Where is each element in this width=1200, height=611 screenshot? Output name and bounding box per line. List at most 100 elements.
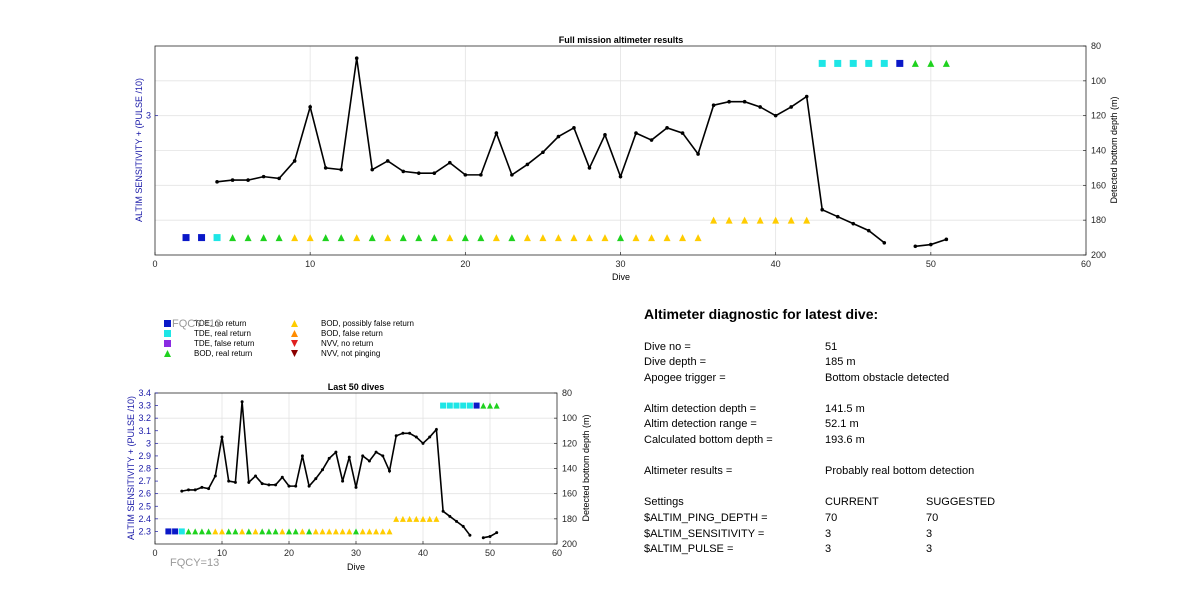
marker-bod_possibly_false — [694, 234, 702, 242]
depth-point — [233, 480, 237, 484]
main-chart-plot-area: 0 10 20 30 40 50 60 80 100 120 140 160 180 200 3 — [146, 41, 1106, 269]
marker-bod_possibly_false — [312, 528, 319, 535]
marker-bod_possibly_false — [399, 515, 406, 522]
right-y-tick-label: 180 — [1091, 215, 1106, 225]
depth-point — [388, 469, 391, 473]
marker-bod_possibly_false — [393, 515, 400, 522]
marker-bod_real_return — [461, 234, 469, 242]
depth-point — [274, 483, 278, 487]
depth-point — [277, 176, 281, 181]
marker-bod_possibly_false — [279, 528, 286, 535]
left-y-tick-label: 2.5 — [138, 501, 151, 511]
marker-bod_real_return — [260, 234, 268, 242]
right-y-tick-label: 160 — [562, 489, 577, 499]
marker-bod_real_return — [430, 234, 438, 242]
right-y-tick-label: 180 — [562, 514, 577, 524]
depth-point — [494, 131, 499, 135]
diag-value: Bottom obstacle detected — [825, 372, 950, 384]
marker-nvv_no_return — [291, 340, 298, 347]
marker-tde_no_return — [198, 234, 206, 242]
marker-bod_possibly_false — [601, 234, 609, 242]
depth-point — [347, 455, 351, 459]
marker-bod_possibly_false — [299, 528, 306, 535]
marker-bod_real_return — [286, 528, 292, 535]
depth-point — [944, 237, 949, 242]
diag-label: Calculated bottom depth = — [644, 434, 773, 446]
right-y-tick-label: 160 — [1091, 180, 1106, 190]
marker-tde_no_return — [182, 234, 190, 242]
depth-point — [789, 105, 793, 109]
x-tick-label: 20 — [284, 548, 294, 558]
right-y-tick-label: 100 — [562, 413, 577, 423]
marker-tde_real_return — [466, 402, 473, 409]
marker-tde_real_return — [453, 402, 460, 409]
marker-bod_real_return — [244, 234, 252, 242]
marker-tde_no_return — [164, 320, 171, 327]
depth-point — [240, 400, 244, 404]
depth-point — [207, 487, 211, 491]
marker-tde_no_return — [473, 402, 480, 409]
marker-bod_possibly_false — [741, 216, 749, 224]
marker-tde_real_return — [440, 402, 447, 409]
legend-label: BOD, false return — [321, 329, 383, 338]
depth-point — [193, 488, 197, 492]
depth-point — [323, 166, 328, 170]
depth-point — [461, 524, 465, 528]
x-tick-label: 0 — [152, 548, 157, 558]
left-y-tick-label: 2.7 — [138, 476, 151, 486]
depth-point — [187, 488, 190, 492]
depth-point — [455, 519, 458, 523]
depth-point — [354, 485, 358, 489]
depth-point — [434, 427, 438, 431]
depth-point — [215, 180, 219, 184]
x-tick-label: 30 — [615, 259, 625, 269]
marker-bod_real_return — [927, 59, 935, 67]
depth-point — [820, 207, 825, 212]
x-tick-label: 10 — [217, 548, 227, 558]
marker-bod_real_return — [232, 528, 239, 535]
marker-bod_possibly_false — [332, 528, 339, 535]
depth-point — [394, 434, 398, 438]
settings-header-label: Settings — [644, 496, 684, 508]
x-tick-label: 40 — [418, 548, 428, 558]
legend-label: BOD, possibly false return — [321, 319, 414, 328]
depth-point — [618, 174, 623, 179]
diag-label: Dive no = — [644, 341, 691, 353]
left-y-tick-label: 3 — [146, 111, 151, 121]
left-y-tick-label: 3.4 — [138, 388, 151, 398]
marker-bod_real_return — [306, 528, 313, 535]
small-chart-right-ylabel: Detected bottom depth (m) — [581, 414, 591, 521]
legend-marker — [291, 350, 298, 357]
depth-point — [267, 483, 271, 487]
legend-label: NVV, no return — [321, 339, 374, 348]
marker-bod_possibly_false — [420, 515, 426, 522]
marker-bod_possibly_false — [492, 234, 500, 242]
depth-point — [851, 221, 856, 226]
diag-label: Altimeter results = — [644, 465, 733, 477]
marker-bod_real_return — [477, 234, 485, 242]
depth-point — [488, 534, 492, 538]
marker-bod_real_return — [272, 528, 279, 535]
small-chart-xlabel: Dive — [347, 562, 365, 572]
marker-bod_real_return — [229, 234, 237, 242]
left-y-tick-label: 3.2 — [138, 413, 151, 423]
main-chart-xlabel: Dive — [612, 272, 630, 282]
depth-point — [292, 159, 297, 163]
depth-point — [525, 162, 530, 167]
marker-tde_no_return — [896, 59, 904, 67]
depth-point — [835, 214, 840, 219]
depth-point — [495, 531, 499, 535]
marker-bod_real_return — [399, 234, 407, 242]
right-y-tick-label: 120 — [562, 438, 577, 448]
depth-point — [804, 94, 809, 99]
main-chart-title: Full mission altimeter results — [559, 35, 684, 45]
marker-bod_possibly_false — [252, 528, 259, 535]
left-y-tick-label: 2.6 — [138, 489, 151, 499]
marker-bod_possibly_false — [406, 515, 413, 522]
diag-label: Altim detection range = — [644, 418, 757, 430]
x-tick-label: 50 — [485, 548, 495, 558]
marker-bod_possibly_false — [413, 515, 420, 522]
right-y-tick-label: 100 — [1091, 76, 1106, 86]
depth-point — [261, 174, 266, 179]
marker-tde_real_return — [849, 59, 857, 67]
